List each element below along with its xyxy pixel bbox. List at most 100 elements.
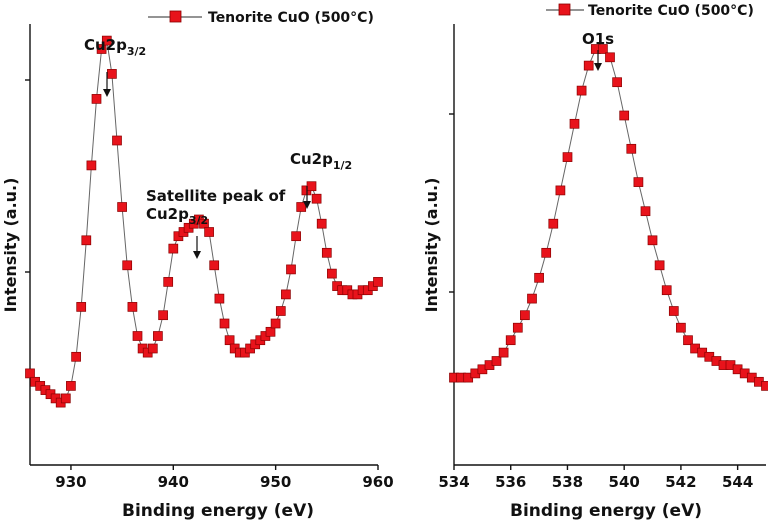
annotation-arrowhead	[594, 63, 602, 71]
right-series-markers	[449, 44, 768, 391]
data-point-marker	[281, 289, 291, 300]
data-point-marker	[168, 243, 179, 254]
data-point-marker	[527, 293, 537, 304]
right-series-line	[454, 48, 767, 387]
left-legend: Tenorite CuO (500°C)	[148, 10, 374, 26]
annotation-cu2p12-text: Cu2p1/2	[290, 150, 352, 172]
left-legend-marker	[169, 10, 182, 23]
data-point-marker	[214, 293, 225, 304]
data-point-marker	[224, 335, 235, 346]
left-annotation-satellite: Satellite peak of Cu2p3/2	[146, 187, 286, 259]
data-point-marker	[676, 322, 686, 333]
data-point-marker	[761, 381, 768, 391]
data-point-marker	[209, 260, 220, 271]
data-point-marker	[548, 218, 559, 229]
data-point-marker	[122, 260, 133, 271]
x-tick-label: 540	[609, 473, 640, 491]
x-tick-label: 950	[260, 473, 291, 491]
right-x-axis-label: Binding energy (eV)	[510, 501, 702, 521]
data-point-marker	[311, 193, 322, 204]
data-point-marker	[86, 160, 97, 171]
data-point-marker	[112, 135, 122, 146]
right-legend-label: Tenorite CuO (500°C)	[588, 3, 754, 19]
data-point-marker	[555, 185, 566, 196]
data-point-marker	[107, 69, 117, 79]
data-point-marker	[127, 302, 138, 312]
x-tick-label: 534	[438, 473, 469, 491]
data-point-marker	[520, 310, 530, 321]
data-point-marker	[291, 231, 301, 242]
data-point-marker	[327, 268, 337, 279]
data-point-marker	[96, 44, 107, 54]
x-tick-label: 940	[158, 473, 189, 491]
data-point-marker	[683, 335, 693, 346]
left-legend-label: Tenorite CuO (500°C)	[208, 10, 374, 26]
data-point-marker	[498, 347, 509, 358]
left-chart-panel: 930 940 950 960 Binding energy (eV) Intensi…	[1, 10, 394, 521]
right-legend: Tenorite CuO (500°C)	[546, 3, 754, 19]
data-point-marker	[640, 206, 651, 217]
series-line	[454, 48, 767, 387]
data-point-marker	[583, 60, 594, 71]
x-tick-label: 544	[722, 473, 753, 491]
data-point-marker	[76, 302, 87, 312]
data-point-marker	[117, 202, 127, 212]
data-point-marker	[153, 331, 163, 341]
data-point-marker	[204, 227, 214, 237]
data-point-marker	[158, 310, 168, 321]
x-tick-label: 960	[362, 473, 393, 491]
data-point-marker	[633, 177, 644, 187]
data-point-marker	[626, 143, 637, 154]
left-y-axis-label: Intensity (a.u.)	[1, 178, 20, 313]
data-point-marker	[505, 335, 516, 346]
data-point-marker	[668, 306, 679, 316]
data-point-marker	[71, 351, 81, 362]
right-y-axis-label: Intensity (a.u.)	[422, 178, 441, 313]
data-point-marker	[163, 277, 174, 287]
x-tick-label: 542	[665, 473, 696, 491]
annotation-arrowhead	[103, 89, 111, 97]
annotation-satellite-line2: Cu2p3/2	[146, 205, 208, 227]
data-point-marker	[654, 260, 665, 271]
data-point-marker	[562, 152, 573, 162]
data-point-marker	[81, 235, 92, 246]
right-annotation-o1s: O1s	[582, 30, 614, 71]
data-point-marker	[373, 277, 383, 287]
data-point-marker	[219, 318, 230, 329]
x-tick-label: 538	[552, 473, 583, 491]
data-point-marker	[491, 356, 502, 366]
annotation-cu2p32-text: Cu2p3/2	[84, 36, 146, 58]
x-tick-label: 930	[55, 473, 86, 491]
right-legend-marker	[558, 3, 571, 16]
data-point-marker	[576, 85, 587, 96]
data-point-marker	[512, 322, 523, 333]
right-x-ticks: 534 536 538 540 542 544	[438, 465, 753, 491]
data-point-marker	[101, 35, 112, 46]
data-point-marker	[265, 326, 276, 337]
left-series-markers	[25, 35, 383, 408]
data-point-marker	[306, 181, 317, 192]
left-annotation-cu2p12: Cu2p1/2	[290, 150, 352, 209]
data-point-marker	[66, 381, 76, 391]
data-point-marker	[534, 272, 544, 283]
data-point-marker	[147, 343, 158, 354]
x-tick-label: 536	[495, 473, 526, 491]
left-annotation-cu2p32: Cu2p3/2	[84, 36, 146, 97]
data-point-marker	[541, 247, 552, 258]
data-point-marker	[60, 393, 71, 404]
data-point-marker	[661, 285, 672, 296]
annotation-arrowhead	[193, 251, 201, 259]
annotation-satellite-line1: Satellite peak of	[146, 187, 286, 205]
data-point-marker	[605, 52, 615, 63]
data-point-marker	[275, 306, 286, 316]
data-point-marker	[569, 118, 580, 129]
data-point-marker	[647, 235, 658, 246]
annotation-arrowhead	[303, 201, 311, 209]
data-point-marker	[25, 368, 35, 379]
data-point-marker	[199, 218, 209, 229]
data-point-marker	[316, 218, 327, 229]
data-point-marker	[619, 110, 630, 121]
right-chart-panel: 534 536 538 540 542 544 Binding energy (eV) I…	[422, 3, 768, 521]
data-point-marker	[91, 94, 102, 104]
